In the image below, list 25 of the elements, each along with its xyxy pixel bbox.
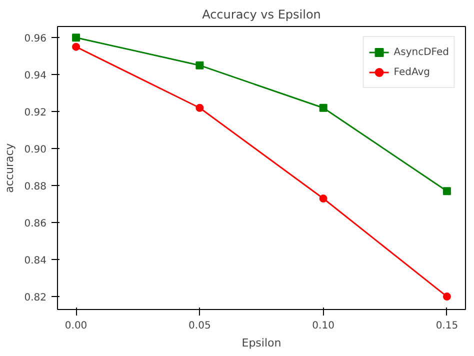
point [72,42,80,51]
x-axis-title: Epsilon [242,336,282,350]
y-tick-label: 0.90 [24,144,46,156]
x-tick-label: 0.00 [64,320,88,332]
y-tick-label: 0.82 [24,292,46,304]
point [442,187,451,196]
x-tick-label: 0.05 [188,320,211,332]
y-axis-title: accuracy [3,142,16,193]
point [319,104,328,112]
y-tick-label: 0.92 [24,108,46,119]
y-tick-label: 0.96 [24,34,46,45]
point [442,292,451,301]
legend-label: FedAvg [394,66,430,78]
x-tick-label: 0.10 [312,320,334,332]
legend-label: AsyncDFed [394,46,449,58]
point [72,34,80,42]
y-tick-label: 0.94 [24,70,46,82]
point [196,61,204,70]
chart-title: Accuracy vs Epsilon [202,8,321,22]
y-tick-label: 0.84 [24,256,46,267]
y-tick-label: 0.88 [24,182,46,193]
point [196,104,204,112]
point [319,194,328,203]
x-tick-label: 0.15 [436,320,458,332]
y-tick-label: 0.86 [24,218,46,230]
